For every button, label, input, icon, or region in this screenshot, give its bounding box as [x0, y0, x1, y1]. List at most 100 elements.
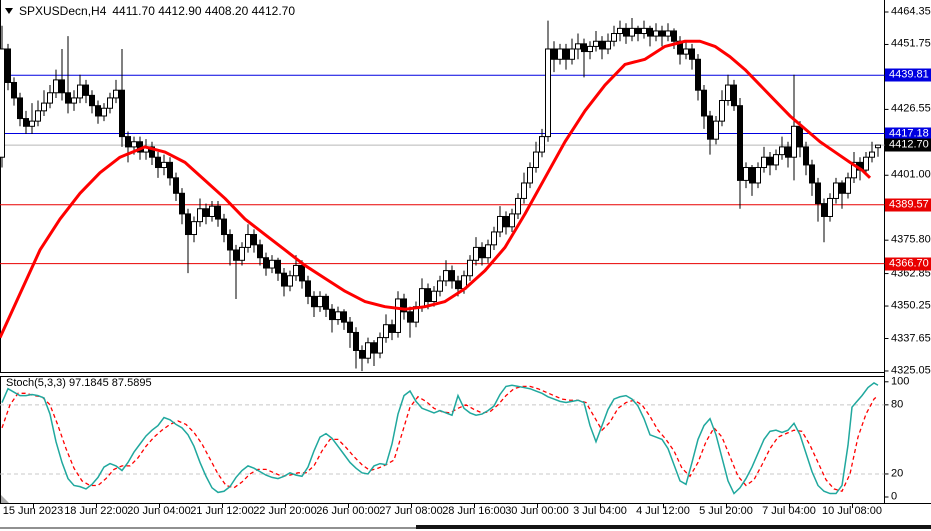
candle [233, 244, 239, 299]
candle [83, 79, 89, 104]
candle [197, 198, 203, 227]
candle [869, 141, 875, 163]
candle [767, 152, 773, 176]
candle [743, 162, 749, 189]
candle [707, 110, 713, 155]
candle [719, 90, 725, 127]
candle [395, 291, 401, 338]
symbol-dropdown-icon[interactable] [5, 8, 13, 14]
candle [269, 255, 275, 274]
candle [653, 23, 659, 42]
candle [839, 180, 845, 209]
price-level-badge-red[interactable]: 4389.57 [885, 198, 931, 212]
time-axis-label: 27 Jun 08:00 [379, 505, 443, 517]
candle [281, 268, 287, 297]
candle [821, 198, 827, 243]
candle [611, 25, 617, 47]
time-axis-label: 30 Jun 00:00 [505, 505, 569, 517]
candle [47, 85, 53, 109]
candle [389, 319, 395, 341]
candle [599, 36, 605, 60]
stoch-main-line [1, 382, 879, 495]
candle [17, 92, 23, 127]
time-axis-label: 28 Jun 16:00 [442, 505, 506, 517]
candle [773, 149, 779, 171]
candle [437, 275, 443, 297]
candle [35, 100, 41, 127]
candle [815, 177, 821, 222]
candle [0, 25, 5, 168]
horizontal-scrollbar-thumb[interactable] [416, 525, 931, 529]
candle [209, 201, 215, 222]
candle [23, 110, 29, 135]
candle [371, 340, 377, 366]
candle [725, 74, 731, 106]
price-level-badge-blue[interactable]: 4439.81 [885, 68, 931, 82]
candle [527, 162, 533, 189]
candle [623, 23, 629, 44]
time-axis-label: 20 Jun 04:00 [127, 505, 191, 517]
candle [239, 242, 245, 266]
candle [161, 154, 167, 176]
price-level-badge-blue[interactable]: 4417.18 [885, 127, 931, 141]
candle [617, 20, 623, 42]
candle [101, 103, 107, 122]
chart-title: SPXUSDecn,H4 4411.70 4412.90 4408.20 441… [5, 4, 295, 18]
candle [413, 301, 419, 328]
candle [491, 226, 497, 250]
price-level-badge-current[interactable]: 4412.70 [885, 138, 931, 152]
candle [317, 291, 323, 312]
candle [383, 314, 389, 343]
time-axis-label: 21 Jun 12:00 [190, 505, 254, 517]
candle [119, 48, 125, 147]
ohlc-values: 4411.70 4412.90 4408.20 4412.70 [112, 4, 295, 18]
stoch-axis-label: 80 [891, 398, 904, 411]
candle [803, 141, 809, 176]
stochastic-label: Stoch(5,3,3) 97.1845 87.5895 [6, 377, 152, 389]
stoch-signal-line [1, 385, 879, 493]
price-level-badge-red[interactable]: 4366.70 [885, 257, 931, 271]
candle [155, 152, 161, 178]
candle [203, 203, 209, 225]
horizontal-scrollbar-track[interactable] [0, 527, 416, 529]
candle [731, 79, 737, 111]
candle [107, 92, 113, 114]
candle [749, 164, 755, 196]
panel-resize-grip[interactable] [1, 495, 9, 503]
candle [581, 38, 587, 78]
candle [143, 139, 149, 160]
price-axis-label: 4375.80 [891, 233, 931, 246]
price-axis-label: 4325.05 [891, 364, 931, 377]
price-axis-label: 4337.65 [891, 332, 931, 344]
candle [701, 85, 707, 129]
candle [593, 30, 599, 52]
candle [179, 188, 185, 225]
candle [875, 144, 881, 157]
candle [353, 327, 359, 369]
candle [833, 177, 839, 204]
candle [533, 141, 539, 173]
candle [305, 275, 311, 305]
candle [323, 293, 329, 317]
candle [53, 69, 59, 98]
candle [443, 260, 449, 287]
candle [5, 43, 11, 91]
time-axis-label: 26 Jun 00:00 [316, 505, 380, 517]
candle [227, 229, 233, 266]
candle [827, 193, 833, 222]
candle [221, 213, 227, 243]
candle [125, 131, 131, 163]
candle [647, 25, 653, 47]
candle [365, 337, 371, 364]
time-axis-label: 22 Jun 20:00 [253, 505, 317, 517]
candle [479, 242, 485, 266]
candle [587, 41, 593, 60]
candle [569, 38, 575, 65]
time-axis-label: 3 Jul 04:00 [573, 505, 627, 517]
candle [737, 97, 743, 209]
candle [851, 152, 857, 183]
candle [149, 141, 155, 165]
time-axis-label: 15 Jun 2023 [2, 505, 64, 517]
candle [329, 304, 335, 333]
